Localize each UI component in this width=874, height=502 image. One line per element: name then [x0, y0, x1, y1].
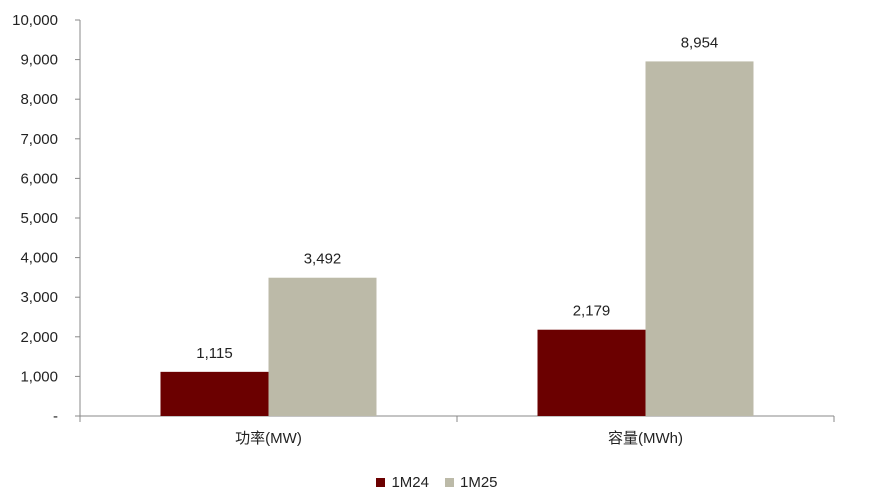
y-tick-label: 1,000	[20, 368, 58, 385]
x-category-label: 容量(MWh)	[608, 430, 683, 447]
y-tick-label: 9,000	[20, 52, 58, 69]
y-axis: - 1,000 2,000 3,000 4,000 5,000 6,000 7,000 8,00…	[12, 12, 81, 425]
bar-1m25	[645, 61, 754, 416]
y-tick-label: -	[53, 408, 58, 425]
data-label-1m25: 8,954	[681, 34, 719, 51]
y-tick-label: 8,000	[20, 91, 58, 108]
data-label-1m24: 2,179	[573, 303, 611, 320]
x-axis: 功率(MW) 容量(MWh)	[79, 415, 835, 447]
legend-swatch-1m24	[376, 477, 386, 487]
data-labels: 1,115 3,492 2,179 8,954	[196, 34, 718, 361]
x-category-label: 功率(MW)	[235, 430, 302, 447]
y-tick-label: 3,000	[20, 289, 58, 306]
y-tick-label: 5,000	[20, 210, 58, 227]
bar-1m24	[160, 371, 269, 416]
bars	[160, 61, 754, 416]
legend-label-1m24: 1M24	[391, 473, 429, 491]
legend-label-1m25: 1M25	[460, 473, 498, 491]
data-label-1m25: 3,492	[304, 251, 342, 268]
bar-1m25	[268, 277, 377, 416]
y-tick-label: 2,000	[20, 329, 58, 346]
y-tick-label: 4,000	[20, 250, 58, 267]
y-tick-label: 7,000	[20, 131, 58, 148]
legend-swatch-1m25	[445, 477, 454, 487]
legend: 1M24 1M25	[0, 470, 874, 494]
legend-item-1m24: 1M24	[376, 474, 429, 491]
y-tick-label: 10,000	[12, 12, 58, 29]
bar-chart: - 1,000 2,000 3,000 4,000 5,000 6,000 7,000 8,00…	[12, 12, 835, 447]
legend-item-1m25: 1M25	[445, 474, 498, 491]
data-label-1m24: 1,115	[196, 345, 232, 362]
y-tick-label: 6,000	[20, 170, 58, 187]
bar-1m24	[537, 329, 646, 416]
